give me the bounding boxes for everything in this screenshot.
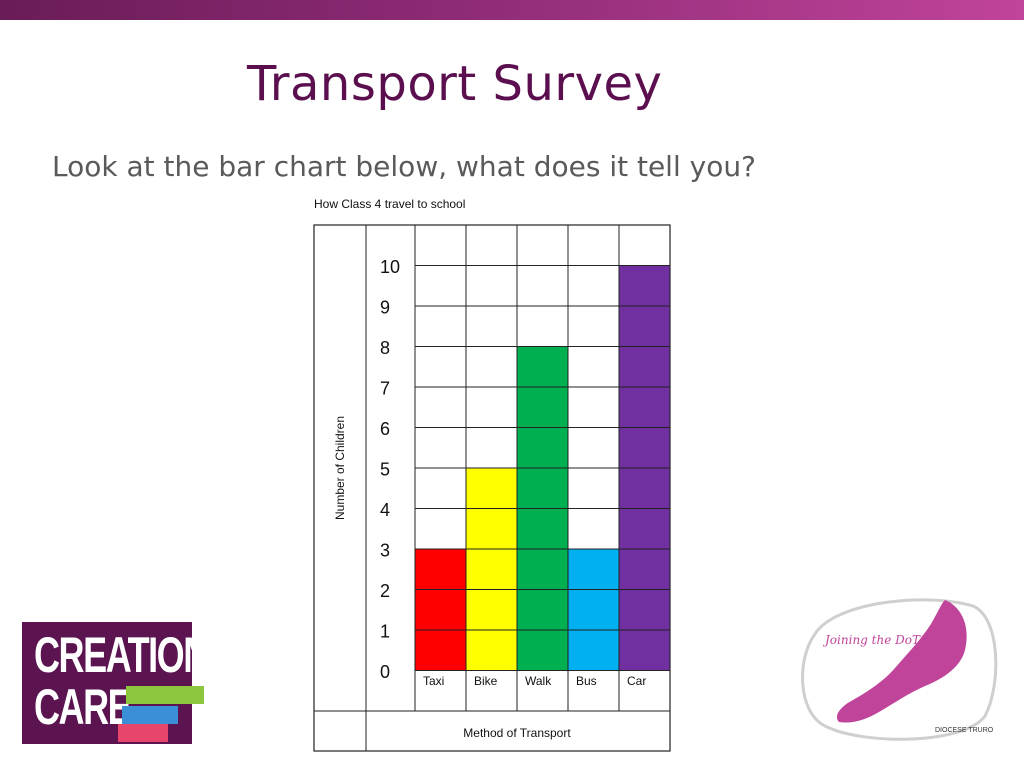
x-tick-label: Taxi <box>423 674 444 688</box>
bar-bus <box>568 549 619 671</box>
y-tick-label: 6 <box>380 419 390 439</box>
y-tick-label: 5 <box>380 460 390 480</box>
creation-care-logo-line1: CREATION <box>34 627 209 683</box>
bar-taxi <box>415 549 466 671</box>
y-tick-label: 10 <box>380 257 400 277</box>
top-color-band <box>0 0 1024 20</box>
joining-dots-text: Joining the DoTS <box>822 633 928 647</box>
bar-bike <box>466 468 517 671</box>
creation-care-logo: CREATION CARE <box>20 620 209 746</box>
x-tick-label: Bike <box>474 674 498 688</box>
y-tick-label: 1 <box>380 622 390 642</box>
y-tick-labels: 0 1 2 3 4 5 6 7 8 9 10 <box>380 257 400 682</box>
y-tick-label: 4 <box>380 500 390 520</box>
y-axis-label: Number of Children <box>333 416 347 520</box>
creation-care-green-stripe <box>126 686 204 704</box>
joining-the-dots-logo: Joining the DoTS DIOCESE TRURO <box>801 598 998 741</box>
x-tick-label: Car <box>627 674 646 688</box>
y-tick-label: 3 <box>380 541 390 561</box>
chart-grid <box>414 224 671 711</box>
creation-care-blue-stripe <box>122 706 178 724</box>
diocese-text: DIOCESE TRURO <box>935 727 994 734</box>
slide-subtitle: Look at the bar chart below, what does i… <box>52 150 756 183</box>
slide-title: Transport Survey <box>247 56 663 112</box>
y-tick-label: 9 <box>380 298 390 318</box>
y-tick-label: 2 <box>380 581 390 601</box>
creation-care-logo-line2: CARE <box>34 679 132 735</box>
y-tick-label: 0 <box>380 662 390 682</box>
x-tick-labels: Taxi Bike Walk Bus Car <box>423 674 646 688</box>
x-tick-label: Bus <box>576 674 597 688</box>
chart-title: How Class 4 travel to school <box>314 197 465 211</box>
y-tick-label: 7 <box>380 379 390 399</box>
y-tick-label: 8 <box>380 338 390 358</box>
creation-care-pink-stripe <box>118 724 168 742</box>
x-axis-label: Method of Transport <box>463 726 571 740</box>
cornwall-map-shape <box>836 600 967 723</box>
x-tick-label: Walk <box>525 674 552 688</box>
